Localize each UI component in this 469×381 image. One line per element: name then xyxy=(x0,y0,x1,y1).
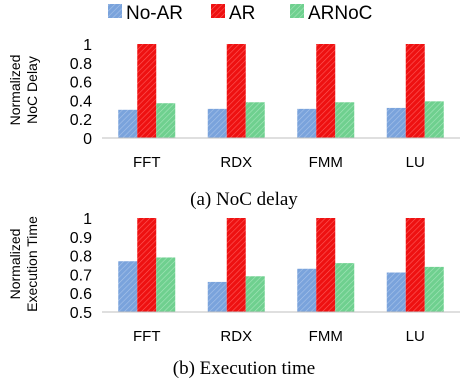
x-tick-label-b-0: FFT xyxy=(133,328,161,345)
x-tick-label-b-1: RDX xyxy=(220,328,252,345)
legend-swatch-arnoc xyxy=(290,4,304,18)
bar-b-rdx-arnoc xyxy=(245,276,265,312)
bar-b-rdx-no-ar xyxy=(207,281,227,312)
bar-a-fft-ar xyxy=(137,44,157,138)
y-axis-label-a-line2: NoC Delay xyxy=(24,56,40,124)
bar-b-fmm-arnoc xyxy=(335,263,355,312)
y-tick-label-b-2: 0.7 xyxy=(70,267,92,284)
y-tick-label-a-0: 0 xyxy=(83,131,92,148)
bar-a-fft-arnoc xyxy=(156,103,176,138)
bar-b-fft-ar xyxy=(137,218,157,312)
y-tick-label-a-5: 1 xyxy=(83,37,92,54)
y-axis-label-b-line2: Execution Time xyxy=(24,216,40,312)
x-tick-label-a-0: FFT xyxy=(133,154,161,171)
bar-b-fmm-ar xyxy=(316,218,336,312)
y-tick-label-b-1: 0.6 xyxy=(70,286,92,303)
bar-a-lu-ar xyxy=(405,44,425,138)
legend-label-ar: AR xyxy=(229,3,255,24)
y-tick-label-b-4: 0.9 xyxy=(70,230,92,247)
y-tick-label-b-0: 0.5 xyxy=(70,305,92,322)
y-tick-label-b-3: 0.8 xyxy=(70,249,92,266)
legend-swatch-no-ar xyxy=(108,4,122,18)
x-tick-label-b-3: LU xyxy=(406,328,425,345)
bar-b-lu-arnoc xyxy=(424,266,444,312)
y-axis-label-a-line1: Normalized xyxy=(7,55,23,126)
y-axis-label-b-line1: Normalized xyxy=(7,229,23,300)
bar-a-fmm-ar xyxy=(316,44,336,138)
chart-noc-delay: Normalized NoC Delay 0 0.2 0.40.6 0.8 1 FFT R… xyxy=(7,37,460,210)
chart-execution-time: Normalized Execution Time 0.5 0.6 0.70.8 0.… xyxy=(7,211,460,379)
bar-b-lu-ar xyxy=(405,218,425,312)
bar-a-fmm-no-ar xyxy=(297,108,317,138)
x-tick-label-a-2: FMM xyxy=(309,154,343,171)
bar-a-lu-no-ar xyxy=(386,107,406,138)
bar-b-lu-no-ar xyxy=(386,272,406,312)
x-tick-label-b-2: FMM xyxy=(309,328,343,345)
y-tick-label-a-3: 0.6 xyxy=(70,75,92,92)
y-tick-label-a-1: 0.2 xyxy=(70,112,92,129)
bar-a-rdx-arnoc xyxy=(245,102,265,138)
bar-b-fft-no-ar xyxy=(118,261,138,312)
legend-label-arnoc: ARNoC xyxy=(308,3,372,24)
legend-swatch-ar xyxy=(211,4,225,18)
bar-b-rdx-ar xyxy=(226,218,246,312)
y-tick-label-b-5: 1 xyxy=(83,211,92,228)
bar-a-fft-no-ar xyxy=(118,109,138,138)
y-tick-label-a-2: 0.4 xyxy=(70,93,92,110)
bar-a-lu-arnoc xyxy=(424,101,444,138)
x-tick-label-a-3: LU xyxy=(406,154,425,171)
bar-a-fmm-arnoc xyxy=(335,102,355,138)
legend-label-no-ar: No-AR xyxy=(126,3,183,24)
legend: No-AR AR ARNoC xyxy=(108,3,372,24)
caption-a: (a) NoC delay xyxy=(190,189,298,210)
x-tick-label-a-1: RDX xyxy=(220,154,252,171)
bar-a-rdx-no-ar xyxy=(207,108,227,138)
bar-a-rdx-ar xyxy=(226,44,246,138)
bar-b-fft-arnoc xyxy=(156,257,176,312)
bar-b-fmm-no-ar xyxy=(297,268,317,312)
y-tick-label-a-4: 0.8 xyxy=(70,56,92,73)
caption-b: (b) Execution time xyxy=(173,358,315,379)
